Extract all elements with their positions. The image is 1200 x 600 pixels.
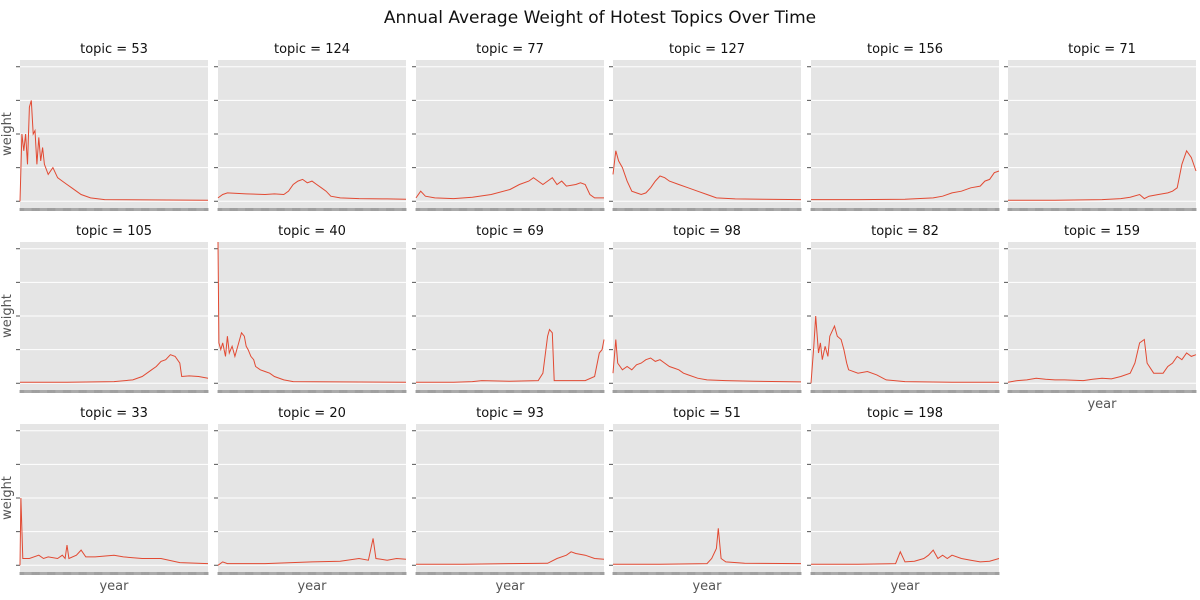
panel-title: topic = 53 [80,42,148,57]
panel-title: topic = 124 [274,42,350,57]
series-line [810,315,999,384]
facet-panel: topic = 40 [214,224,407,393]
facet-panel: topic = 82 [807,224,1000,393]
series-line [217,178,407,200]
panel-title: topic = 69 [476,224,544,239]
series-line [613,528,802,565]
series-line [217,241,407,383]
series-line [416,551,605,565]
facet-panel: topic = 105 weight [0,224,209,393]
series-line [415,176,604,200]
panel-title: topic = 93 [476,406,544,421]
x-ticks [19,572,209,575]
facet-panel: topic = 33 weight year [0,406,209,594]
x-ticks [217,572,407,575]
x-ticks [217,390,407,393]
facet-panel: topic = 71 [1004,42,1197,211]
x-axis-label: year [297,579,327,594]
x-ticks [810,208,1000,211]
panel-title: topic = 33 [80,406,148,421]
x-axis-label: year [692,579,722,594]
x-axis-label: year [890,579,920,594]
facet-panel: topic = 124 [214,42,407,211]
facet-panel: topic = 159 year [1004,224,1197,412]
series-line [1007,338,1197,383]
facet-panel: topic = 127 [609,42,802,211]
series-line [612,150,802,201]
panel-title: topic = 159 [1064,224,1140,239]
series-line [19,497,209,566]
x-axis-label: year [99,579,129,594]
x-ticks [217,208,407,211]
series-line [416,328,605,383]
facet-panel: topic = 156 [807,42,1000,211]
panel-title: topic = 77 [476,42,544,57]
x-ticks [612,390,802,393]
panel-title: topic = 127 [669,42,745,57]
x-ticks [810,390,1000,393]
series-line [612,339,802,383]
series-line [217,538,407,566]
x-ticks [415,208,605,211]
x-ticks [19,390,209,393]
facet-panel: topic = 69 [412,224,605,393]
x-ticks [415,390,605,393]
panel-title: topic = 40 [278,224,346,239]
x-ticks [19,208,209,211]
facet-panel: topic = 20 year [214,406,407,594]
facet-panel: topic = 77 [412,42,605,211]
facet-panel: topic = 98 [609,224,802,393]
x-ticks [810,572,1000,575]
x-ticks [612,572,802,575]
series-line [1008,149,1197,201]
panel-title: topic = 105 [76,224,152,239]
y-axis-label: weight [0,112,15,156]
x-ticks [415,572,605,575]
panel-title: topic = 156 [867,42,943,57]
x-ticks [1007,390,1197,393]
panel-title: topic = 198 [867,406,943,421]
facet-panel: topic = 53 weight [0,42,209,211]
series-line [811,170,1000,201]
series-line [811,549,1000,565]
x-ticks [1007,208,1197,211]
series-line [20,354,209,383]
y-axis-label: weight [0,294,15,338]
panel-title: topic = 71 [1068,42,1136,57]
x-ticks [612,208,802,211]
chart-title: Annual Average Weight of Hotest Topics O… [383,8,817,28]
facet-panel: topic = 198 year [807,406,1000,594]
panel-title: topic = 51 [673,406,741,421]
panel-title: topic = 98 [673,224,741,239]
x-axis-label: year [1087,397,1117,412]
facet-panel: topic = 93 year [412,406,605,594]
panel-title: topic = 82 [871,224,939,239]
y-axis-label: weight [0,476,15,520]
series-line [19,100,209,202]
x-axis-label: year [495,579,525,594]
facet-panel: topic = 51 year [609,406,802,594]
panel-title: topic = 20 [278,406,346,421]
